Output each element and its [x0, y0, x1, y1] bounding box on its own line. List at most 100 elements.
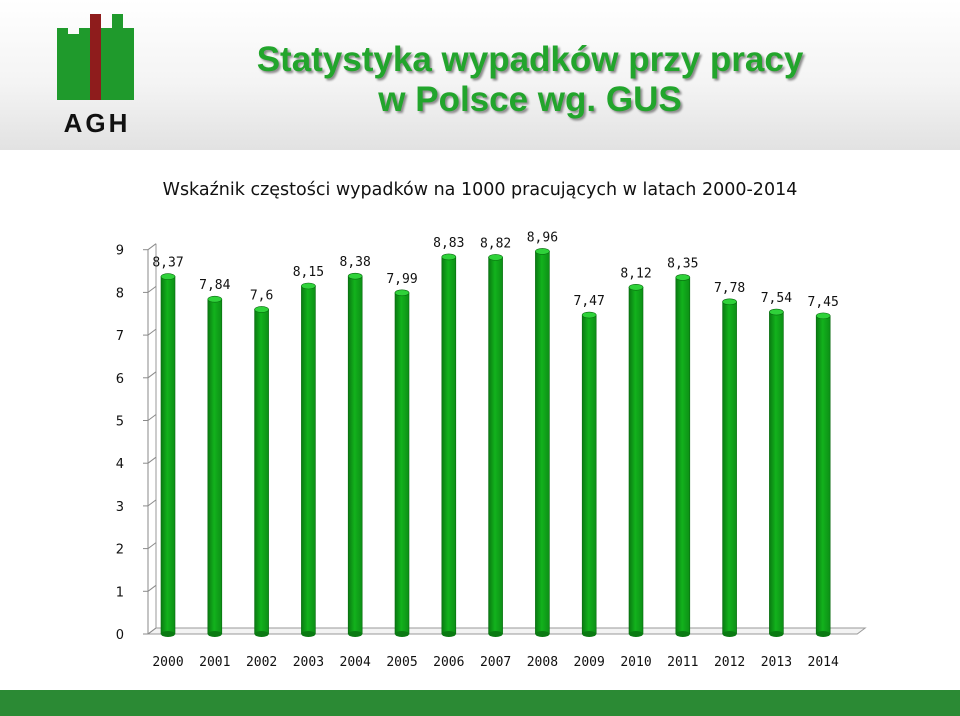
bar-top — [769, 308, 784, 316]
x-tick-label: 2005 — [386, 655, 417, 670]
bar — [347, 275, 363, 635]
data-label: 8,37 — [152, 256, 183, 271]
y-tick-depth — [147, 414, 157, 421]
y-tick-label: 1 — [116, 585, 124, 600]
agh-logo: AGH — [57, 14, 134, 136]
bar-base — [722, 631, 737, 637]
x-tick-label: 2001 — [199, 655, 230, 670]
bar — [394, 292, 410, 635]
y-tick-label: 3 — [116, 500, 124, 515]
y-tick-label: 8 — [116, 286, 124, 301]
bar-top — [815, 312, 831, 320]
data-label: 8,15 — [293, 265, 324, 280]
y-tick-depth — [147, 243, 157, 251]
data-label: 7,45 — [808, 295, 839, 310]
data-label: 7,99 — [386, 272, 417, 287]
x-tick-label: 2000 — [152, 655, 183, 670]
y-tick-label: 4 — [116, 457, 124, 472]
bar-top — [675, 274, 691, 281]
data-label: 8,12 — [620, 266, 651, 281]
x-tick-label: 2006 — [433, 655, 464, 670]
x-tick-label: 2004 — [340, 655, 371, 670]
bar-base — [207, 631, 222, 637]
y-tick-depth — [147, 542, 157, 549]
x-tick-label: 2013 — [761, 655, 792, 670]
y-tick-depth — [147, 328, 157, 336]
data-label: 7,54 — [761, 291, 792, 306]
bar-top — [394, 289, 410, 297]
bar-top — [722, 298, 737, 306]
bar — [441, 256, 457, 635]
data-label: 7,6 — [250, 288, 273, 303]
x-tick-label: 2012 — [714, 655, 745, 670]
bar-base — [675, 631, 690, 637]
bar-top — [535, 248, 550, 255]
bar-base — [488, 631, 503, 637]
data-label: 7,47 — [574, 294, 605, 309]
chart-title: Wskaźnik częstości wypadków na 1000 prac… — [162, 180, 798, 200]
data-label: 8,83 — [433, 236, 464, 251]
data-label: 8,96 — [527, 230, 558, 245]
bar — [254, 309, 269, 635]
bar-top — [254, 306, 269, 313]
y-tick-depth — [147, 627, 157, 635]
y-tick-depth — [147, 456, 157, 464]
bar — [722, 301, 737, 635]
bar-top — [347, 272, 363, 280]
bar — [488, 257, 503, 635]
data-label: 8,82 — [480, 236, 511, 251]
data-label: 7,84 — [199, 278, 230, 293]
bar — [675, 277, 691, 635]
y-tick-depth — [147, 499, 157, 507]
y-tick-label: 2 — [116, 543, 124, 558]
data-label: 8,35 — [667, 256, 698, 271]
logo-text: AGH — [64, 108, 131, 136]
x-tick-label: 2008 — [527, 655, 558, 670]
bar — [815, 315, 831, 635]
y-tick-depth — [147, 285, 157, 293]
y-tick-label: 9 — [116, 244, 124, 259]
bar — [535, 251, 550, 635]
bar-base — [348, 631, 363, 637]
bar-top — [207, 295, 223, 303]
x-tick-label: 2011 — [667, 655, 698, 670]
bar — [301, 285, 316, 635]
y-tick-label: 0 — [116, 628, 124, 643]
bar-base — [161, 631, 175, 637]
bar-base — [395, 631, 409, 637]
bar-chart: 0 1 2 3 4 5 6 7 8 9 8,37 2000 7,84 2001 7,6 2002 8,15 200… — [116, 230, 867, 670]
bar-top — [441, 253, 457, 261]
bar-base — [301, 631, 316, 637]
x-tick-label: 2014 — [808, 655, 839, 670]
y-tick-label: 5 — [116, 415, 124, 430]
bar-base — [769, 631, 784, 637]
x-tick-label: 2010 — [620, 655, 651, 670]
bar-top — [301, 282, 316, 290]
data-label: 7,78 — [714, 281, 745, 296]
bar — [628, 286, 644, 635]
x-tick-label: 2002 — [246, 655, 277, 670]
bar-top — [160, 273, 176, 280]
y-tick-label: 7 — [116, 329, 124, 344]
slide-title-line1: Statystyka wypadków przy pracy — [256, 40, 804, 79]
x-tick-label: 2003 — [293, 655, 324, 670]
bar-base — [254, 631, 269, 637]
bar-base — [582, 631, 597, 637]
bar-top — [628, 283, 644, 291]
bar-base — [535, 631, 550, 637]
bar-top — [488, 254, 503, 261]
slide-header: AGH Statystyka wypadków przy pracy w Pol… — [0, 0, 960, 150]
bar — [769, 311, 784, 635]
bar-top — [581, 311, 597, 319]
y-tick-label: 6 — [116, 372, 124, 387]
bar-base — [629, 631, 643, 637]
bar — [581, 314, 597, 635]
x-tick-label: 2007 — [480, 655, 511, 670]
bar — [160, 276, 176, 635]
y-tick-depth — [147, 371, 157, 379]
bar — [207, 298, 223, 635]
x-tick-label: 2009 — [574, 655, 605, 670]
data-label: 8,38 — [340, 255, 371, 270]
bar-base — [816, 631, 831, 637]
bar-base — [441, 631, 456, 637]
